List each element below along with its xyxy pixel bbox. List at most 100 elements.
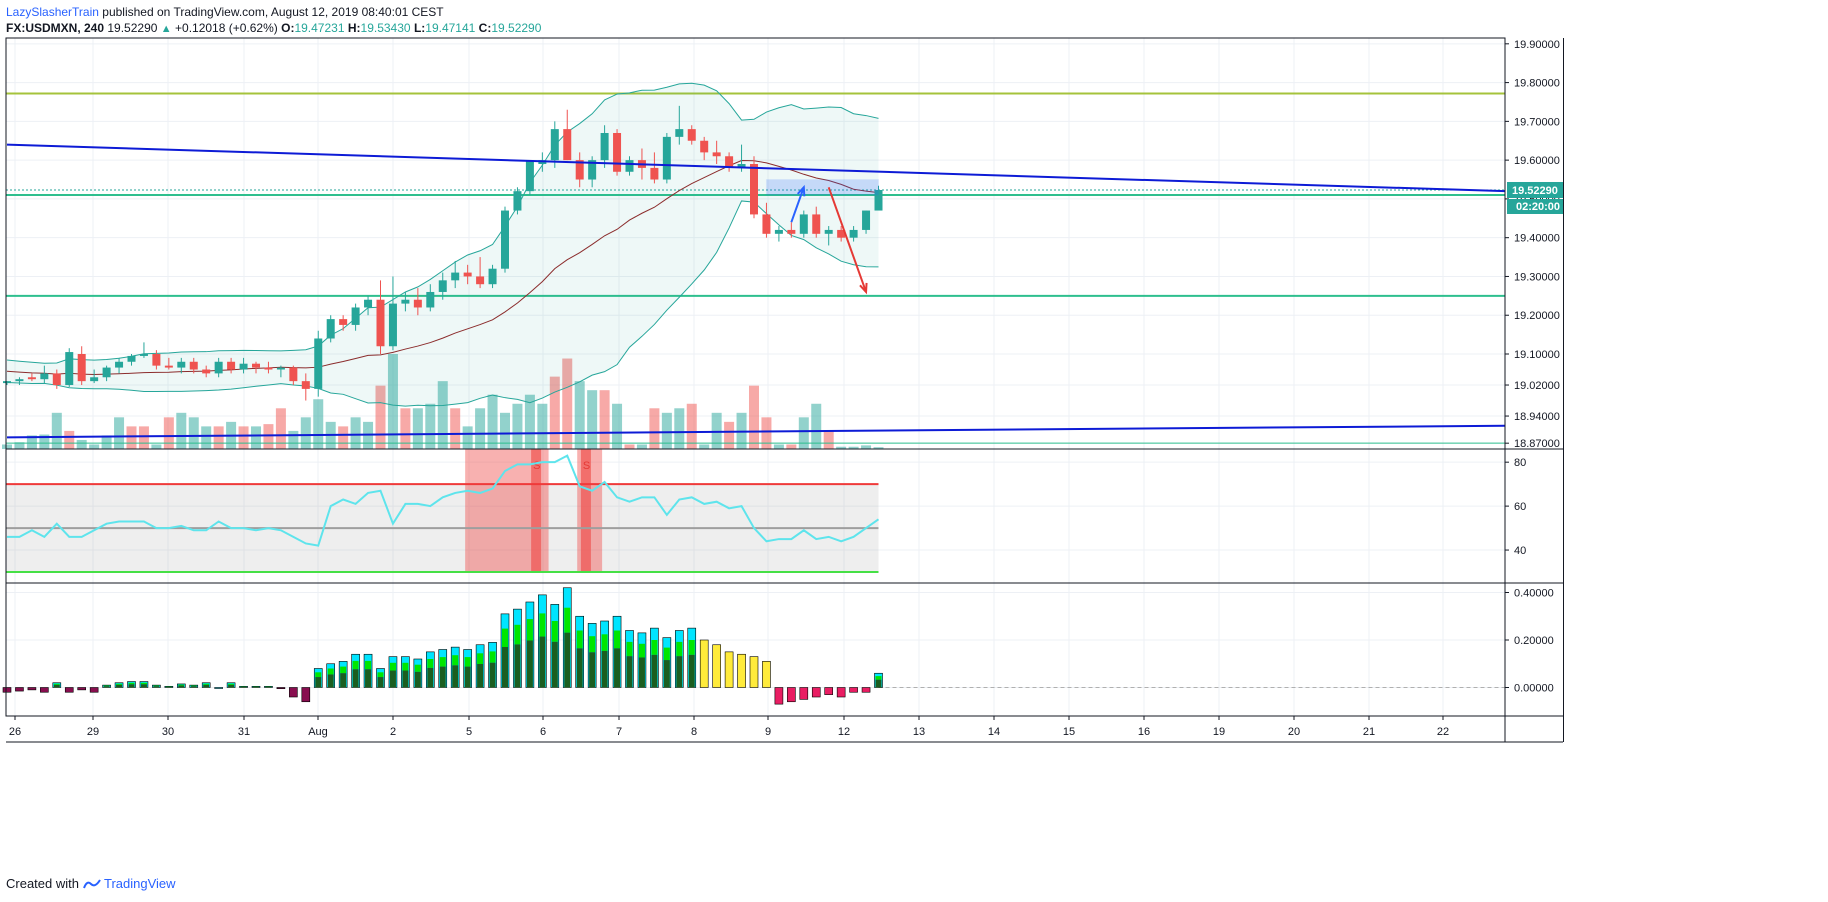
volume-bar xyxy=(89,444,100,449)
candle-body xyxy=(15,379,24,382)
time-axis[interactable]: 26 29 30 31 Aug 2 5 6 7 8 9 12 13 14 15 16 19 20 21 22 xyxy=(9,716,1449,738)
last-price: 19.52290 xyxy=(107,21,158,35)
candle-body xyxy=(575,160,584,180)
momentum-bar-core xyxy=(663,660,670,688)
volume-bar xyxy=(375,385,386,449)
arrow-head-icon xyxy=(796,184,806,197)
candle-body xyxy=(314,338,323,389)
low-label: L: xyxy=(413,21,426,35)
momentum-bar-mid xyxy=(676,641,683,657)
momentum-bar-mid xyxy=(663,647,670,661)
candle-body xyxy=(388,303,397,347)
volume-bar xyxy=(450,408,461,449)
candle-body xyxy=(413,299,422,308)
momentum-bar-mid xyxy=(315,672,322,678)
candle-body xyxy=(301,381,310,389)
resistance-trendline xyxy=(6,143,1506,193)
rsi-line xyxy=(7,454,880,547)
open-label: O: xyxy=(281,21,295,35)
volume-bar xyxy=(500,412,510,449)
candle-body xyxy=(874,189,883,211)
momentum-bar-mid xyxy=(228,683,235,685)
momentum-bar-core xyxy=(178,685,185,688)
volume-bar xyxy=(288,430,299,449)
candle-body xyxy=(687,129,696,141)
volume-bar xyxy=(786,444,797,449)
candle-body xyxy=(787,229,796,234)
candle-body xyxy=(426,291,435,308)
momentum-bar-core xyxy=(103,686,110,688)
momentum-bar-negative xyxy=(2,687,12,693)
date-tick-label: 14 xyxy=(988,726,1000,738)
date-tick-label: 15 xyxy=(1063,726,1075,738)
support-trendline xyxy=(6,424,1506,439)
momentum-bar-core xyxy=(253,686,259,688)
momentum-bar-mid xyxy=(389,662,396,671)
volume-bar xyxy=(749,385,759,449)
date-tick-label: 22 xyxy=(1437,726,1449,738)
momentum-bar-mid xyxy=(414,664,421,672)
volume-bar xyxy=(350,417,361,449)
volume-bar xyxy=(263,424,274,449)
momentum-bar-mid xyxy=(526,619,533,641)
volume-bar xyxy=(313,399,324,449)
low-value: 19.47141 xyxy=(425,21,476,35)
volume-bar xyxy=(300,417,311,449)
volume-bar xyxy=(138,426,149,449)
momentum-tick-label: 0.20000 xyxy=(1514,635,1554,647)
momentum-bar-negative xyxy=(77,687,86,691)
candle-body xyxy=(563,129,572,161)
candle-body xyxy=(189,361,198,370)
momentum-bar-mid xyxy=(489,651,496,663)
candlesticks xyxy=(3,105,883,401)
open-value: 19.47231 xyxy=(294,21,345,35)
user-drawings[interactable] xyxy=(6,143,1506,439)
price-tick-label: 19.40000 xyxy=(1514,233,1560,245)
panel-frames xyxy=(5,37,1564,743)
momentum-bar-core xyxy=(439,666,446,688)
momentum-bar-mid xyxy=(688,640,695,655)
high-value: 19.53430 xyxy=(360,21,411,35)
momentum-bar-core xyxy=(626,656,633,688)
sell-signal-label: S xyxy=(533,460,540,472)
candle-body xyxy=(700,140,709,153)
author-name[interactable]: LazySlasherTrain xyxy=(6,5,99,19)
volume-bar xyxy=(574,381,585,449)
volume-bar xyxy=(699,444,710,449)
volume-bar xyxy=(114,417,125,449)
date-tick-label: 6 xyxy=(540,726,546,738)
momentum-bar-mid xyxy=(576,630,583,649)
zone-rectangle xyxy=(765,179,880,196)
momentum-bar xyxy=(712,644,721,688)
momentum-bar xyxy=(214,687,223,689)
momentum-bar-core xyxy=(477,663,484,688)
date-tick-label: 2 xyxy=(390,726,396,738)
price-axes[interactable]: 19.9000019.8000019.7000019.6000019.50000… xyxy=(1505,39,1563,695)
volume-bar xyxy=(425,403,436,449)
candle-body xyxy=(550,129,559,161)
momentum-bar-core xyxy=(402,670,409,688)
momentum-bar-negative xyxy=(289,687,298,698)
momentum-bar-negative xyxy=(301,687,311,703)
volume-bar xyxy=(624,444,635,449)
bollinger-band-fill xyxy=(7,83,879,407)
momentum-bar-mid xyxy=(402,662,409,671)
candle-body xyxy=(164,365,173,368)
volume-bar xyxy=(562,358,573,449)
momentum-bar-core xyxy=(452,665,459,688)
volume-bar xyxy=(39,434,50,449)
date-tick-label: 5 xyxy=(466,726,472,738)
momentum-bar-mid xyxy=(626,641,633,657)
momentum-bar-mid xyxy=(116,683,123,685)
rsi-tick-label: 80 xyxy=(1514,457,1526,469)
momentum-bar-core xyxy=(365,669,372,688)
momentum-bar-core xyxy=(614,648,621,688)
tradingview-link[interactable]: TradingView xyxy=(83,876,176,891)
tradingview-logo-icon xyxy=(83,878,101,888)
momentum-bar-core xyxy=(340,673,347,688)
momentum-bar-mid xyxy=(128,682,135,685)
momentum-bar-core xyxy=(676,656,683,688)
candle-body xyxy=(276,367,285,370)
